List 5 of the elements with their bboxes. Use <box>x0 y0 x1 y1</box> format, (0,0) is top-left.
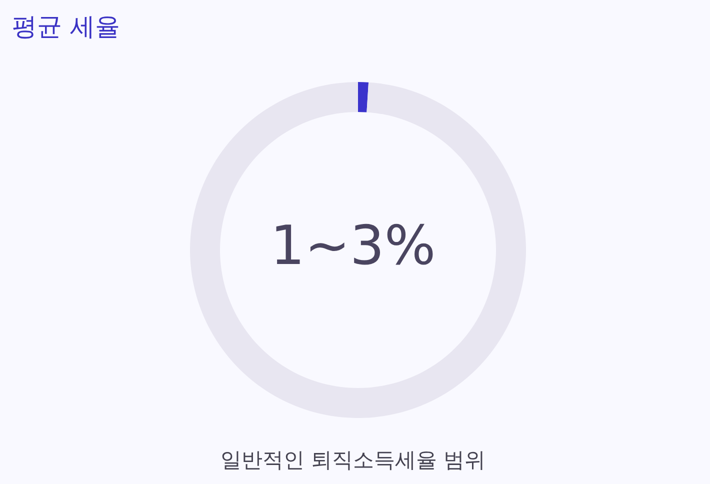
donut-slice <box>358 82 369 112</box>
chart-title: 평균 세율 <box>12 11 120 43</box>
donut-slice <box>190 82 526 418</box>
text: 일반적인 퇴직소득세율 범위 <box>219 447 487 474</box>
text: 1~3% <box>269 214 437 278</box>
